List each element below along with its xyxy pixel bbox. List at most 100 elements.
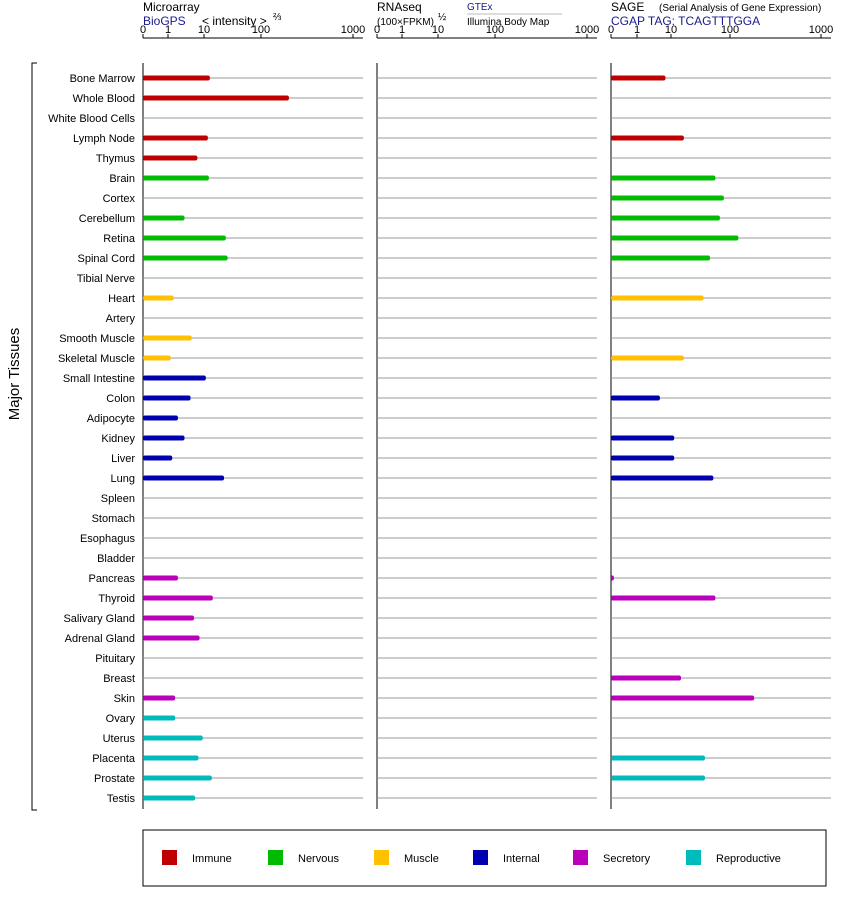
microarray-bar-liver <box>143 455 173 461</box>
tissue-label-thymus: Thymus <box>96 153 136 165</box>
legend: Immune Nervous Muscle Internal Secretory Repr… <box>162 850 781 865</box>
tissue-label-tibial-nerve: Tibial Nerve <box>77 273 135 285</box>
gtex-link[interactable]: GTEx <box>467 2 493 13</box>
legend-label-immune: Immune <box>192 853 232 865</box>
microarray-panel: 0 1 10 100 1000 <box>140 24 365 809</box>
sage-bar-pancreas <box>611 575 614 581</box>
legend-label-nervous: Nervous <box>298 853 339 865</box>
microarray-bar-colon <box>143 395 191 401</box>
tissue-label-whole-blood: Whole Blood <box>73 93 135 105</box>
microarray-bar-skin <box>143 695 176 701</box>
microarray-unit-exponent: ⅔ <box>273 12 282 23</box>
tissue-label-heart: Heart <box>108 293 135 305</box>
tissue-label-salivary-gland: Salivary Gland <box>63 613 135 625</box>
sage-bar-bone-marrow <box>611 75 666 81</box>
microarray-tick-label-100: 100 <box>252 24 270 36</box>
sage-panel: 0 1 10 100 1000 <box>608 24 833 809</box>
microarray-bar-skeletal-muscle <box>143 355 171 361</box>
tissue-label-thyroid: Thyroid <box>98 593 135 605</box>
microarray-bar-small-intestine <box>143 375 206 381</box>
rnaseq-unit: (100×FPKM) <box>377 17 434 28</box>
sage-title: SAGE <box>611 0 644 14</box>
tissue-label-testis: Testis <box>107 793 136 805</box>
tissue-label-pancreas: Pancreas <box>89 573 136 585</box>
sage-tick-label-10: 10 <box>665 24 677 36</box>
sage-header: SAGE (Serial Analysis of Gene Expression… <box>611 0 821 28</box>
microarray-bar-brain <box>143 175 209 181</box>
microarray-tick-label-1000: 1000 <box>341 24 365 36</box>
rnaseq-tick-label-1: 1 <box>399 24 405 36</box>
tissue-label-bone-marrow: Bone Marrow <box>70 73 135 85</box>
tissue-label-adrenal-gland: Adrenal Gland <box>65 633 135 645</box>
tissue-label-placenta: Placenta <box>92 753 136 765</box>
microarray-bar-lymph-node <box>143 135 208 141</box>
microarray-bar-testis <box>143 795 196 801</box>
sage-bar-lung <box>611 475 714 481</box>
tissue-label-smooth-muscle: Smooth Muscle <box>59 333 135 345</box>
microarray-bar-heart <box>143 295 174 301</box>
microarray-title: Microarray <box>143 0 200 14</box>
y-axis-label: Major Tissues <box>6 328 23 421</box>
sage-bar-lymph-node <box>611 135 684 141</box>
sage-bar-cerebellum <box>611 215 720 221</box>
legend-swatch-nervous <box>268 850 283 865</box>
tissue-label-adipocyte: Adipocyte <box>87 413 135 425</box>
microarray-tick-label-10: 10 <box>198 24 210 36</box>
microarray-bar-adrenal-gland <box>143 635 200 641</box>
microarray-bar-uterus <box>143 735 203 741</box>
tissue-label-kidney: Kidney <box>101 433 135 445</box>
biogps-link[interactable]: BioGPS <box>143 14 186 28</box>
sage-bar-cortex <box>611 195 724 201</box>
sage-bar-liver <box>611 455 675 461</box>
microarray-bar-adipocyte <box>143 415 178 421</box>
tissue-label-artery: Artery <box>106 313 136 325</box>
legend-swatch-secretory <box>573 850 588 865</box>
tissue-label-skeletal-muscle: Skeletal Muscle <box>58 353 135 365</box>
legend-swatch-muscle <box>374 850 389 865</box>
microarray-tick-label-0: 0 <box>140 24 146 36</box>
rnaseq-tick-label-0: 0 <box>374 24 380 36</box>
microarray-bar-thymus <box>143 155 198 161</box>
legend-label-muscle: Muscle <box>404 853 439 865</box>
microarray-tick-label-1: 1 <box>165 24 171 36</box>
tissue-label-prostate: Prostate <box>94 773 135 785</box>
legend-label-reproductive: Reproductive <box>716 853 781 865</box>
rnaseq-panel: 0 1 10 100 1000 <box>374 24 599 809</box>
sage-bar-breast <box>611 675 681 681</box>
rnaseq-header: RNAseq (100×FPKM) ½ GTEx Illumina Body M… <box>377 0 562 28</box>
microarray-bar-pancreas <box>143 575 178 581</box>
sage-bar-spinal-cord <box>611 255 711 261</box>
illumina-body-map-label: Illumina Body Map <box>467 17 550 28</box>
sage-bar-colon <box>611 395 660 401</box>
legend-label-secretory: Secretory <box>603 853 651 865</box>
tissue-label-stomach: Stomach <box>92 513 135 525</box>
rnaseq-tick-label-100: 100 <box>486 24 504 36</box>
tissue-label-cortex: Cortex <box>103 193 136 205</box>
legend-swatch-internal <box>473 850 488 865</box>
rnaseq-title: RNAseq <box>377 0 422 14</box>
tissue-label-breast: Breast <box>103 673 135 685</box>
tissue-bracket <box>31 62 37 811</box>
microarray-bar-prostate <box>143 775 212 781</box>
sage-tick-label-1: 1 <box>634 24 640 36</box>
cgap-tag: CGAP TAG: TCAGTTTGGA <box>611 14 760 28</box>
microarray-header: Microarray BioGPS < intensity > ⅔ <box>143 0 282 28</box>
tissue-labels: Bone Marrow Whole Blood White Blood Cells L… <box>48 73 136 805</box>
sage-bar-retina <box>611 235 739 241</box>
tissue-label-white-blood-cells: White Blood Cells <box>48 113 135 125</box>
tissue-label-ovary: Ovary <box>106 713 136 725</box>
tissue-label-cerebellum: Cerebellum <box>79 213 135 225</box>
tissue-label-pituitary: Pituitary <box>95 653 135 665</box>
tissue-label-spleen: Spleen <box>101 493 135 505</box>
tissue-label-bladder: Bladder <box>97 553 135 565</box>
tissue-label-lymph-node: Lymph Node <box>73 133 135 145</box>
tissue-label-colon: Colon <box>106 393 135 405</box>
tissue-label-lung: Lung <box>111 473 135 485</box>
rnaseq-tick-label-1000: 1000 <box>575 24 599 36</box>
legend-swatch-immune <box>162 850 177 865</box>
sage-bar-kidney <box>611 435 675 441</box>
tissue-label-uterus: Uterus <box>103 733 136 745</box>
microarray-bar-ovary <box>143 715 176 721</box>
panels: 0 1 10 100 1000 0 1 10 100 1000 0 1 10 100 1000 <box>140 24 833 809</box>
